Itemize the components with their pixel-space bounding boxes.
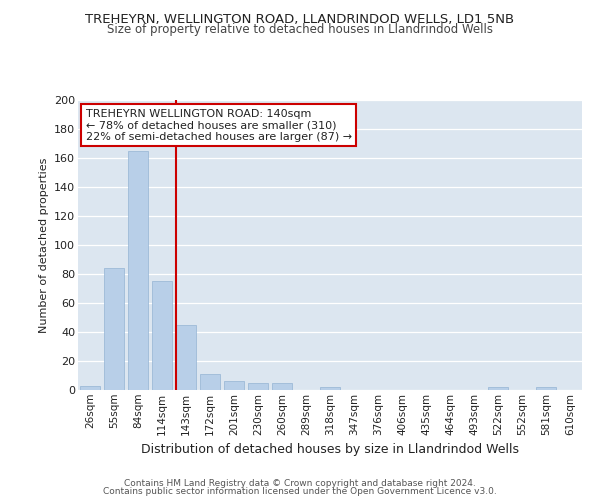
Bar xyxy=(80,386,100,390)
Text: Contains HM Land Registry data © Crown copyright and database right 2024.: Contains HM Land Registry data © Crown c… xyxy=(124,478,476,488)
Bar xyxy=(152,281,172,390)
Bar xyxy=(272,383,292,390)
Bar xyxy=(200,374,220,390)
Bar xyxy=(176,325,196,390)
X-axis label: Distribution of detached houses by size in Llandrindod Wells: Distribution of detached houses by size … xyxy=(141,443,519,456)
Text: TREHEYRN, WELLINGTON ROAD, LLANDRINDOD WELLS, LD1 5NB: TREHEYRN, WELLINGTON ROAD, LLANDRINDOD W… xyxy=(85,12,515,26)
Text: TREHEYRN WELLINGTON ROAD: 140sqm
← 78% of detached houses are smaller (310)
22% : TREHEYRN WELLINGTON ROAD: 140sqm ← 78% o… xyxy=(86,108,352,142)
Bar xyxy=(224,382,244,390)
Y-axis label: Number of detached properties: Number of detached properties xyxy=(38,158,49,332)
Bar xyxy=(320,387,340,390)
Text: Size of property relative to detached houses in Llandrindod Wells: Size of property relative to detached ho… xyxy=(107,24,493,36)
Bar xyxy=(128,151,148,390)
Bar xyxy=(488,387,508,390)
Bar xyxy=(536,387,556,390)
Bar xyxy=(248,383,268,390)
Bar xyxy=(104,268,124,390)
Text: Contains public sector information licensed under the Open Government Licence v3: Contains public sector information licen… xyxy=(103,488,497,496)
